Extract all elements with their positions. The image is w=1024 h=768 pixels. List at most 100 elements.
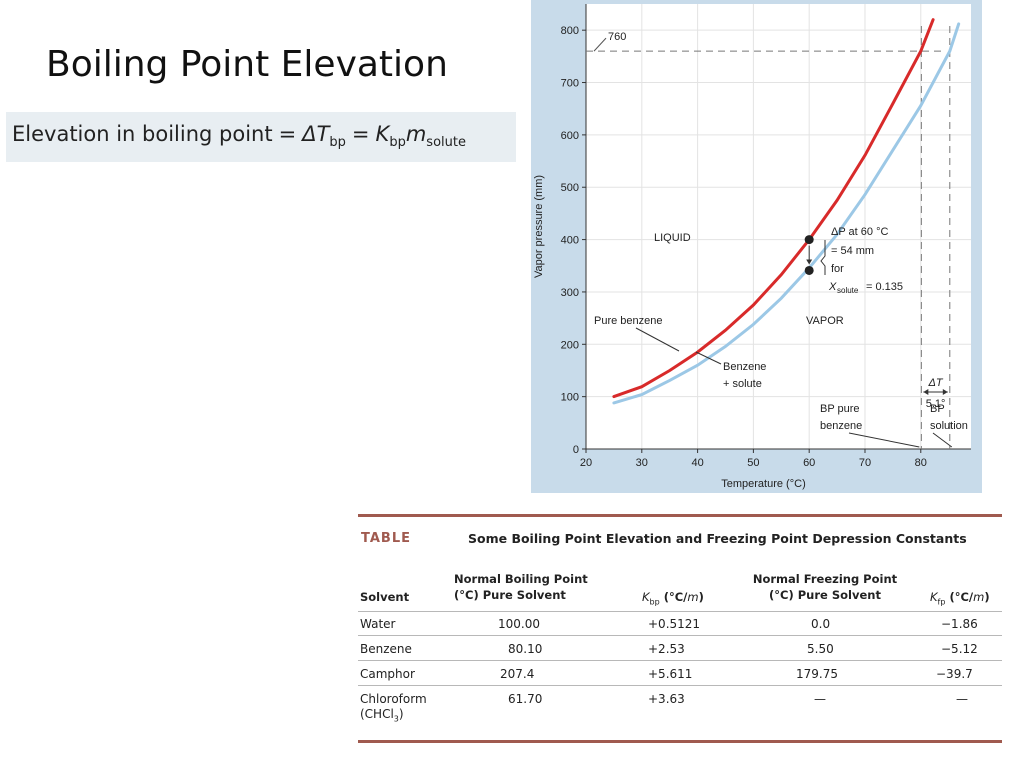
formula-equals-2: = [351, 122, 370, 146]
formula-box: Elevation in boiling point = ΔTbp = Kbpmsolu… [6, 112, 516, 162]
header-nfp-line2: (°C) Pure Solvent [769, 588, 881, 602]
x-tick-label-1: 30 [636, 457, 648, 469]
delta-p-line1: ΔP at 60 °C [831, 226, 888, 238]
x-solute-sub: solute [837, 286, 859, 295]
x-tick-label-3: 50 [747, 457, 759, 469]
row-3-solvent-sub: 3 [393, 714, 399, 724]
row-3-solvent-formula: (CHCl [360, 707, 394, 721]
plot-area [586, 4, 971, 449]
x-tick-label-6: 80 [915, 457, 927, 469]
row-2-kbp: +5.611 [648, 667, 693, 681]
delta-t-arrow-right [942, 389, 948, 395]
row-2-kfp: −39.7 [936, 667, 973, 681]
header-kfp-close: ) [984, 590, 990, 604]
reference-label: 760 [608, 31, 626, 43]
header-kfp-symbol: K [930, 590, 938, 604]
x-tick-label-4: 60 [803, 457, 815, 469]
row-3-solvent-line1: Chloroform [360, 692, 427, 706]
label-solution-line2: + solute [723, 378, 762, 390]
delta-p-line3: for [831, 263, 844, 275]
y-tick-label-8: 800 [561, 25, 579, 37]
bp-solution-label-line2: solution [930, 420, 968, 432]
bp-pure-leader [848, 432, 920, 448]
header-kfp-unit-m: m [973, 590, 985, 604]
y-axis-label: Vapor pressure (mm) [533, 175, 545, 278]
table-divider-2 [358, 660, 1002, 661]
chart-svg: 20 30 40 50 60 70 800100200300400500600700800T… [533, 4, 971, 490]
y-tick-label-1: 100 [561, 392, 579, 404]
row-3-solvent: Chloroform (CHCl3) [360, 692, 427, 726]
label-liquid: LIQUID [654, 232, 691, 244]
data-point-1 [804, 265, 814, 275]
row-0-solvent: Water [360, 617, 396, 631]
header-solvent: Solvent [360, 590, 410, 604]
row-3-kbp: +3.63 [648, 692, 685, 706]
label-vapor: VAPOR [806, 315, 844, 327]
row-2-fp: 179.75 [796, 667, 838, 681]
header-kbp-symbol: K [642, 590, 650, 604]
x-tick-label-5: 70 [859, 457, 871, 469]
y-tick-label-7: 700 [561, 78, 579, 90]
header-kfp: Kfp (°C/m) [930, 589, 990, 610]
formula-k-sub: bp [389, 135, 406, 151]
y-tick-label-6: 600 [561, 130, 579, 142]
row-1-kfp: −5.12 [941, 642, 978, 656]
header-kbp-unit-m: m [687, 590, 699, 604]
bp-pure-label-line2: benzene [820, 420, 862, 432]
y-tick-label-2: 200 [561, 339, 579, 351]
delta-t-symbol: ΔT [928, 377, 944, 389]
header-kbp-sub: bp [649, 597, 660, 607]
formula-m: m [405, 122, 427, 146]
header-nbp-line2: (°C) Pure Solvent [454, 588, 566, 602]
formula-delta-t: ΔT [302, 122, 330, 146]
formula-k: K [375, 122, 390, 146]
header-nbp-line1: Normal Boiling Point [454, 572, 588, 586]
x-solute-symbol: X [828, 281, 837, 293]
row-2-solvent: Camphor [360, 667, 415, 681]
table-caption: Some Boiling Point Elevation and Freezin… [468, 531, 967, 546]
row-1-solvent: Benzene [360, 642, 412, 656]
row-1-fp: 5.50 [807, 642, 834, 656]
bp-pure-label-line1: BP pure [820, 403, 860, 415]
label-solution-line1: Benzene [723, 361, 766, 373]
data-point-0 [804, 235, 814, 245]
x-tick-label-0: 20 [580, 457, 592, 469]
y-tick-label-5: 500 [561, 182, 579, 194]
constants-table: TABLE Some Boiling Point Elevation and F… [358, 514, 1002, 746]
header-kfp-sub: fp [937, 597, 946, 607]
label-pure-benzene: Pure benzene [594, 315, 663, 327]
header-nfp: Normal Freezing Point (°C) Pure Solvent [750, 571, 900, 603]
y-tick-label-0: 0 [573, 444, 579, 456]
bp-solution-label-line1: BP [930, 403, 945, 415]
delta-p-line2: = 54 mm [831, 245, 874, 257]
header-kbp: Kbp (°C/m) [642, 589, 704, 610]
y-tick-label-3: 300 [561, 287, 579, 299]
table-label: TABLE [361, 531, 411, 546]
reference-leader [593, 37, 607, 52]
formula-lhs: Elevation in boiling point [12, 122, 273, 146]
header-kbp-close: ) [698, 590, 704, 604]
header-kfp-unit: (°C/ [949, 590, 974, 604]
row-0-fp: 0.0 [811, 617, 831, 631]
series-line-1 [612, 22, 961, 405]
row-1-kbp: +2.53 [648, 642, 685, 656]
vapor-pressure-chart: 20 30 40 50 60 70 80 0 100 200 300 400 500 600 700 800 T… [531, 0, 982, 493]
pure-benzene-leader [635, 327, 680, 352]
row-3-solvent-line2: (CHCl3) [360, 707, 427, 726]
row-0-kfp: −1.86 [941, 617, 978, 631]
formula-equals: = [278, 122, 297, 146]
row-0-kbp: +0.5121 [648, 617, 701, 631]
table-top-rule [358, 514, 1002, 517]
header-nbp: Normal Boiling Point (°C) Pure Solvent [454, 571, 588, 603]
delta-p-brace [820, 240, 826, 275]
table-divider-3 [358, 685, 1002, 686]
x-axis-label: Temperature (°C) [721, 478, 805, 490]
x-solute-value: = 0.135 [866, 281, 903, 293]
formula-m-sub: solute [426, 135, 466, 151]
header-nfp-line1: Normal Freezing Point [752, 572, 898, 586]
row-3-kfp: — [956, 692, 968, 706]
row-0-bp: 100.00 [498, 617, 540, 631]
formula-delta-sub: bp [329, 135, 346, 151]
bp-solution-leader [932, 432, 953, 448]
delta-p-arrow-head [806, 259, 813, 265]
